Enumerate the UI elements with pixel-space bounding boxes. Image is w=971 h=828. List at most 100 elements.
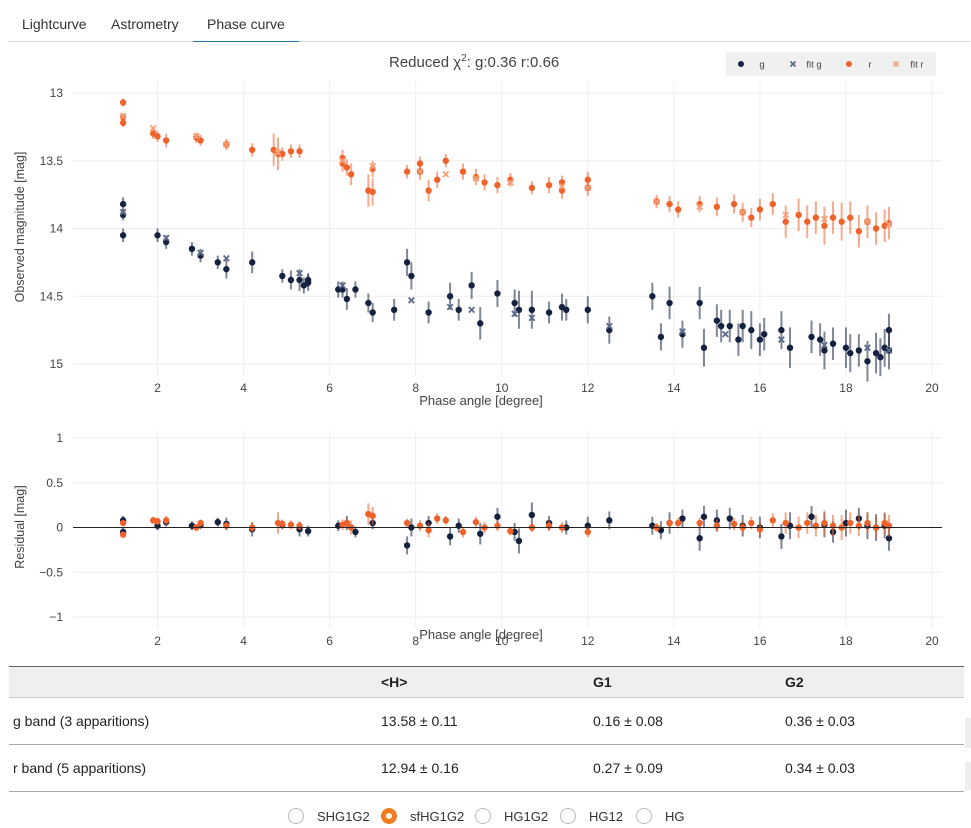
data-point xyxy=(279,150,286,158)
x-tick-label: 8 xyxy=(412,381,419,395)
legend-symbol xyxy=(789,60,797,68)
data-point xyxy=(872,349,880,357)
y-tick-label: 1 xyxy=(56,431,63,445)
fit-point xyxy=(197,249,205,257)
radio-circle[interactable] xyxy=(381,808,397,824)
tab-phase-curve[interactable]: Phase curve xyxy=(193,0,299,42)
y-axis-label: Residual [mag] xyxy=(13,485,27,568)
data-point xyxy=(808,333,815,341)
data-point xyxy=(296,276,303,284)
fit-point xyxy=(864,218,871,226)
data-point xyxy=(842,344,850,351)
radio-circle[interactable] xyxy=(636,808,652,824)
data-point xyxy=(821,347,828,354)
data-point xyxy=(885,535,893,542)
data-point xyxy=(369,512,376,520)
radio-circle[interactable] xyxy=(475,808,491,824)
data-point xyxy=(188,245,196,253)
cell-g1: 0.16 ± 0.08 xyxy=(592,697,784,745)
data-point xyxy=(679,515,686,522)
legend-symbol xyxy=(738,61,744,67)
data-point xyxy=(162,517,170,524)
data-point xyxy=(468,282,475,289)
data-point xyxy=(304,527,312,535)
x-tick-label: 18 xyxy=(839,634,853,645)
data-point xyxy=(885,219,893,227)
fit-point xyxy=(739,208,747,216)
data-point xyxy=(877,354,884,361)
data-point xyxy=(821,519,828,527)
table-row: r band (5 apparitions) 12.94 ± 0.16 0.27… xyxy=(9,744,964,792)
fit-point xyxy=(820,215,828,223)
data-point xyxy=(477,320,484,327)
phase-curve-chart[interactable]: Reduced χ2: g:0.36 r:0.66 2 4 6 8 10 12 14 16 18… xyxy=(0,42,971,412)
data-point xyxy=(756,206,764,213)
data-point xyxy=(296,148,303,155)
data-point xyxy=(162,137,170,144)
data-point xyxy=(804,218,811,225)
cell-h: 12.94 ± 0.16 xyxy=(380,744,592,792)
legend-item[interactable]: g xyxy=(738,60,765,71)
residual-chart[interactable]: 2 4 6 8 10 12 14 16 18 20 1 0.5 0 −0.5 −1 Phase angle … xyxy=(0,430,971,645)
y-tick-label: 13 xyxy=(50,86,64,100)
fit-point xyxy=(472,174,480,182)
data-point xyxy=(403,168,411,175)
data-point xyxy=(735,336,742,343)
fit-point xyxy=(558,183,566,190)
y-tick-label: 15 xyxy=(50,357,64,371)
data-point xyxy=(481,179,488,186)
data-point xyxy=(786,344,794,351)
data-point xyxy=(434,515,441,522)
data-point xyxy=(717,322,725,330)
legend[interactable]: g fit g r fit r xyxy=(726,52,936,76)
x-tick-label: 12 xyxy=(581,634,595,645)
cell-band: r band (5 apparitions) xyxy=(9,744,380,792)
fit-point xyxy=(119,112,127,120)
fit-point xyxy=(446,303,454,311)
radio-circle[interactable] xyxy=(560,808,576,824)
legend-box xyxy=(726,52,936,76)
data-point xyxy=(472,518,480,526)
data-point xyxy=(700,344,708,351)
radio-circle[interactable] xyxy=(288,808,304,824)
data-point xyxy=(816,336,824,343)
fit-point xyxy=(696,203,704,211)
data-point xyxy=(545,181,553,189)
legend-symbol xyxy=(892,60,900,68)
data-point xyxy=(748,326,755,334)
x-tick-label: 20 xyxy=(925,381,939,395)
data-point xyxy=(425,187,432,194)
header-band xyxy=(9,666,380,698)
legend-item[interactable]: fit r xyxy=(892,60,924,71)
tab-lightcurve[interactable]: Lightcurve xyxy=(22,16,87,32)
y-tick-label: −1 xyxy=(49,610,63,624)
data-point xyxy=(584,528,591,536)
grid xyxy=(73,430,942,629)
data-point xyxy=(847,349,854,357)
y-tick-label: 0.5 xyxy=(46,476,63,490)
fit-point xyxy=(407,296,415,304)
legend-item[interactable]: fit g xyxy=(789,60,822,71)
data-point xyxy=(864,358,871,365)
data-point xyxy=(425,526,432,534)
tab-bar: Lightcurve Astrometry Phase curve xyxy=(8,0,970,42)
data-point xyxy=(808,513,815,520)
data-point xyxy=(248,259,256,266)
cell-band: g band (3 apparitions) xyxy=(9,697,380,745)
fit-point xyxy=(468,306,476,314)
grid xyxy=(73,81,942,376)
data-point xyxy=(821,222,828,229)
data-point xyxy=(459,528,467,536)
data-point xyxy=(343,295,351,303)
legend-item[interactable]: r xyxy=(846,60,872,71)
legend-label: fit r xyxy=(910,60,923,71)
x-tick-label: 8 xyxy=(412,634,419,645)
tab-astrometry[interactable]: Astrometry xyxy=(111,16,179,32)
table-scroll-edge xyxy=(965,718,971,748)
table-header-row: <H> G1 G2 xyxy=(9,666,964,698)
data-marks xyxy=(119,502,893,555)
x-tick-label: 6 xyxy=(326,381,333,395)
data-point xyxy=(472,173,480,181)
x-axis-label: Phase angle [degree] xyxy=(419,393,543,408)
data-point xyxy=(347,171,355,178)
